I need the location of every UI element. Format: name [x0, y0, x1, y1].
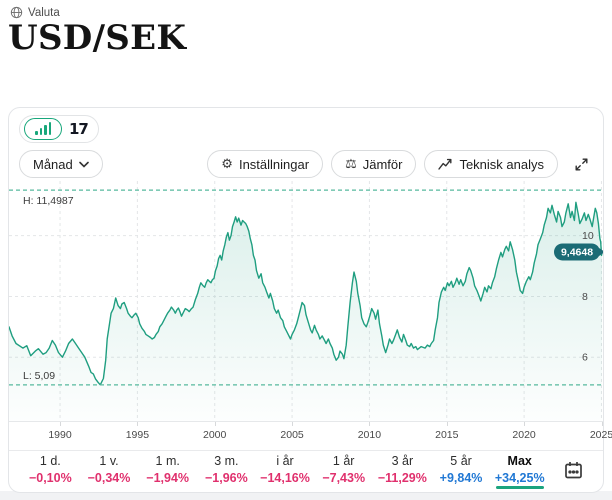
chart-toolbar: Månad ⚙ Inställningar ⚖ Jämför Teknisk a… [19, 150, 593, 178]
breadcrumb-label: Valuta [28, 6, 60, 19]
y-axis-label: 6 [582, 352, 588, 364]
range-tab-change: −1,96% [204, 471, 248, 485]
x-axis-tick [524, 422, 526, 426]
range-tab-1m[interactable]: 1 m. −1,94% [138, 451, 197, 490]
range-tab-label: i år [276, 454, 294, 469]
x-axis-tick [292, 422, 294, 426]
globe-icon [10, 6, 23, 19]
compare-button[interactable]: ⚖ Jämför [331, 150, 417, 178]
tabs-divider [9, 450, 603, 451]
series-area-fill [9, 202, 603, 421]
tradingview-logo[interactable]: 17 [69, 120, 89, 138]
range-tab-label: 1 d. [39, 454, 61, 469]
y-axis-label: 8 [582, 291, 588, 303]
high-label: H: 11,4987 [23, 195, 74, 207]
x-axis-label: 2015 [435, 429, 459, 441]
date-range-picker-button[interactable] [549, 451, 597, 490]
toolbar-right-group: ⚙ Inställningar ⚖ Jämför Teknisk analys [207, 150, 593, 178]
range-tab-change: −0,10% [28, 471, 72, 485]
page-title: USD/SEK [8, 18, 187, 58]
range-tab-change: −14,16% [260, 471, 310, 485]
x-axis-tick [137, 422, 139, 426]
interval-label: Månad [33, 156, 73, 172]
range-tab-change: −0,34% [87, 471, 131, 485]
range-tab-3år[interactable]: 3 år −11,29% [373, 451, 432, 490]
range-tab-change: +9,84% [439, 471, 483, 485]
range-tab-change: +34,25% [494, 471, 545, 485]
range-tab-max[interactable]: Max +34,25% [490, 451, 549, 490]
range-tab-label: 3 m. [214, 454, 239, 469]
range-tab-label: 1 år [332, 454, 355, 469]
range-tab-label: 1 v. [99, 454, 119, 469]
calendar-icon [564, 462, 582, 479]
range-tab-label: 3 år [391, 454, 414, 469]
settings-button[interactable]: ⚙ Inställningar [207, 150, 324, 178]
range-tabs-row: 1 d. −0,10% 1 v. −0,34% 1 m. −1,94% 3 m. −1,96%… [21, 451, 597, 490]
range-tab-iår[interactable]: i år −14,16% [256, 451, 315, 490]
chevron-down-icon [78, 161, 89, 168]
expand-icon [575, 158, 588, 171]
x-axis-tick [601, 422, 603, 426]
active-tab-underline [495, 486, 544, 489]
technical-analysis-button[interactable]: Teknisk analys [424, 150, 558, 178]
range-tab-3m[interactable]: 3 m. −1,96% [197, 451, 256, 490]
y-axis-label: 10 [582, 230, 594, 242]
x-axis-tick [369, 422, 371, 426]
x-axis: 1990 1995 2000 2005 2010 2015 2020 2025 [9, 421, 612, 449]
x-axis-label: 2000 [203, 429, 227, 441]
low-label: L: 5,09 [23, 370, 55, 382]
last-price-badge [554, 243, 600, 261]
x-axis-label: 1990 [48, 429, 72, 441]
fullscreen-button[interactable] [570, 153, 593, 176]
x-axis-label: 1995 [125, 429, 150, 441]
trend-arrow-icon [438, 158, 452, 170]
chart-card: 17 Månad ⚙ Inställningar ⚖ Jämför Teknis… [8, 107, 612, 493]
range-tab-label: Max [507, 454, 532, 469]
gear-icon: ⚙ [221, 156, 233, 172]
range-tab-change: −7,43% [322, 471, 366, 485]
x-axis-tick [446, 422, 448, 426]
price-badge-pointer [599, 247, 605, 256]
page-background-strip [0, 491, 612, 500]
x-axis-label: 2025 [589, 429, 612, 441]
price-chart[interactable]: H: 11,4987 L: 5,09 10 8 6 9,4648 [8, 181, 605, 421]
price-chart-svg[interactable]: H: 11,4987 L: 5,09 10 8 6 9,4648 [8, 181, 605, 421]
chart-provider-toggle[interactable]: 17 [19, 115, 99, 143]
x-axis-label: 2020 [512, 429, 536, 441]
x-axis-tick [60, 422, 61, 426]
last-price-label: 9,4648 [561, 246, 593, 258]
series-line [8, 201, 603, 386]
area-chart-type-icon[interactable] [24, 118, 62, 140]
range-tabs: 1 d. −0,10% 1 v. −0,34% 1 m. −1,94% 3 m. −1,96%… [21, 451, 549, 490]
compare-icon: ⚖ [345, 156, 357, 172]
range-tab-change: −11,29% [377, 471, 427, 485]
interval-dropdown[interactable]: Månad [19, 150, 103, 178]
range-tab-label: 5 år [450, 454, 472, 469]
x-axis-label: 2005 [280, 429, 304, 441]
x-axis-label: 2010 [357, 429, 382, 441]
technical-analysis-button-label: Teknisk analys [459, 156, 544, 172]
range-tab-1v[interactable]: 1 v. −0,34% [80, 451, 139, 490]
range-tab-1år[interactable]: 1 år −7,43% [314, 451, 373, 490]
range-tab-5år[interactable]: 5 år +9,84% [432, 451, 491, 490]
settings-button-label: Inställningar [238, 156, 310, 172]
breadcrumb[interactable]: Valuta [10, 6, 60, 19]
range-tab-1d[interactable]: 1 d. −0,10% [21, 451, 80, 490]
compare-button-label: Jämför [362, 156, 403, 172]
x-axis-tick [214, 422, 216, 426]
range-tab-label: 1 m. [155, 454, 180, 469]
range-tab-change: −1,94% [146, 471, 190, 485]
